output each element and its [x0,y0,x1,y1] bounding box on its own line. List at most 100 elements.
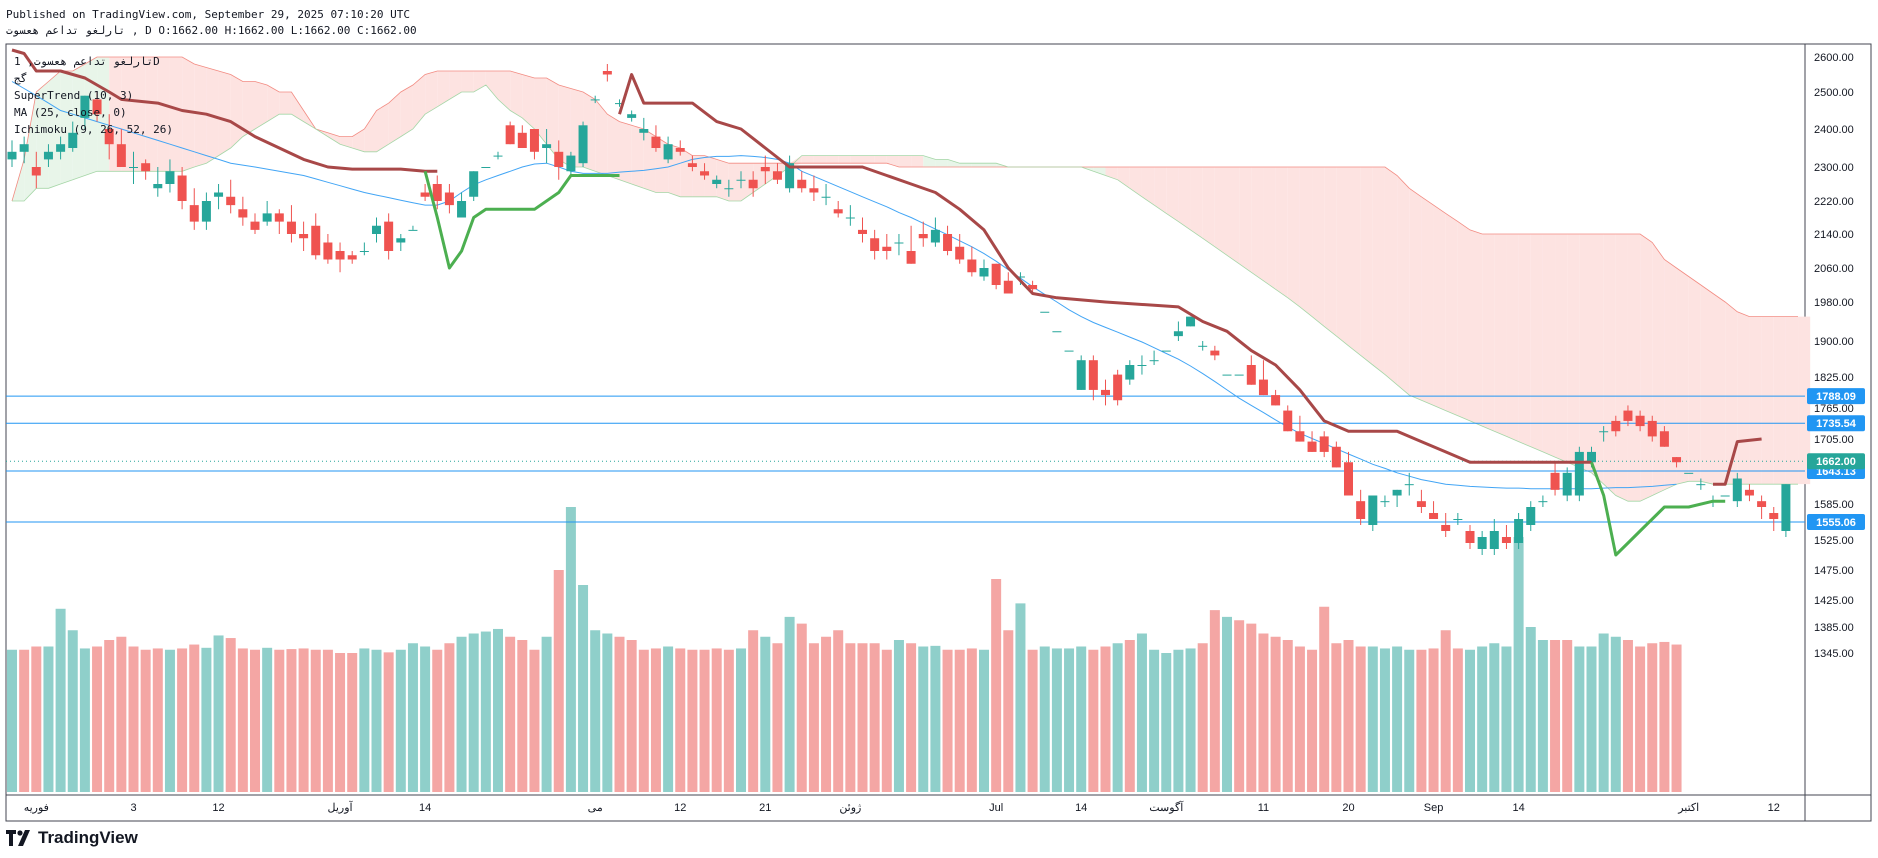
cloud-segment [412,74,426,129]
tradingview-logo[interactable]: TradingView [6,828,138,848]
candle-body [1356,501,1366,519]
candle-body [590,99,600,101]
volume-bar [614,636,625,792]
tradingview-logo-text: TradingView [38,828,138,847]
time-tick-label: 3 [130,802,136,814]
volume-bar [1537,640,1548,792]
cloud-segment [1154,167,1167,214]
candle-body [712,179,722,184]
candle-body [7,151,17,160]
volume-bar [1367,646,1378,792]
candle-body [1757,501,1767,507]
candle-body [286,221,296,234]
cloud-segment [1664,259,1677,490]
volume-bar [602,633,613,792]
candle-body [384,221,394,251]
legend-exchange: گج [14,72,28,85]
legend-ma[interactable]: MA (25, close, 0) [14,106,127,119]
candle-body [262,213,272,222]
volume-bar [7,649,17,792]
volume-bar [1246,623,1257,792]
legend-ichimoku[interactable]: Ichimoku (9, 26, 52, 26) [14,123,173,136]
cloud-segment [72,64,85,180]
candle-body [1611,420,1621,432]
price-label-text: 1735.54 [1816,418,1857,430]
volume-bar [1501,646,1512,792]
candle-body [517,132,527,148]
volume-bar [942,649,953,792]
cloud-segment [558,85,571,167]
volume-bar [1586,646,1597,792]
volume-bar [930,645,941,792]
price-tick-label: 1425.00 [1814,595,1854,607]
cloud-segment [1105,167,1118,180]
candle-body [1659,431,1669,447]
volume-bar [420,646,431,792]
cloud-segment [498,71,511,111]
candle-body [821,196,831,198]
cloud-segment [1773,316,1786,485]
candle-body [1429,513,1439,519]
candle-body [457,201,467,218]
volume-bar [1222,616,1232,792]
volume-bar [1477,646,1488,792]
volume-bar [1064,648,1075,792]
candle-body [1198,345,1208,347]
volume-bar [991,579,1002,792]
candle-body [651,136,661,148]
volume-bar [1489,643,1500,792]
candle-body [396,238,406,243]
volume-bar [565,507,576,792]
candle-body [748,179,758,189]
candle-body [639,129,649,133]
candle-body [1344,462,1353,496]
volume-bar [760,636,771,792]
volume-bar [1307,649,1318,792]
candle-body [1015,276,1025,278]
candle-body [201,201,211,222]
candle-body [1453,519,1463,520]
candle-body [1538,501,1548,503]
candle-body [274,213,284,222]
legend-supertrend[interactable]: SuperTrend (10, 3) [14,89,134,102]
candle-body [566,155,576,172]
volume-bar [493,628,503,792]
volume-bar [407,643,418,792]
volume-bar [67,630,78,792]
cloud-segment [485,71,498,100]
cloud-segment [242,81,255,137]
cloud-segment [133,57,146,172]
cloud-segment [704,155,717,197]
ohlc-values: O:1662.00 H:1662.00 L:1662.00 C:1662.00 [158,24,417,37]
candle-body [153,184,163,189]
time-tick-label: ژوئن [839,802,861,814]
legend-symbol: تارلغو تداعم هعسوت, 1D [14,55,160,68]
price-tick-label: 2500.00 [1814,87,1854,99]
candle-body [68,132,78,148]
cloud-segment [801,155,814,164]
candle-body [1137,365,1147,366]
candle-body [444,192,454,206]
volume-bar [663,646,674,792]
volume-bar [1574,646,1585,792]
volume-bar [19,649,30,792]
time-tick-label: اکتبر [1677,802,1699,814]
volume-bar [92,646,103,792]
volume-bar [650,648,661,792]
price-tick-label: 2300.00 [1814,162,1854,174]
candle-body [1501,537,1511,543]
cloud-segment [255,81,268,129]
cloud-segment [1239,167,1252,273]
price-tick-label: 1475.00 [1814,565,1854,577]
volume-bar [869,643,880,792]
volume-bar [1136,633,1147,792]
cloud-segment [1166,167,1179,222]
cloud-segment [157,57,170,172]
cloud-segment [534,78,547,145]
candle-body [1331,446,1341,468]
volume-bar [553,570,564,792]
cloud-segment [364,110,377,152]
cloud-segment [1275,167,1288,298]
cloud-segment [1615,234,1628,502]
